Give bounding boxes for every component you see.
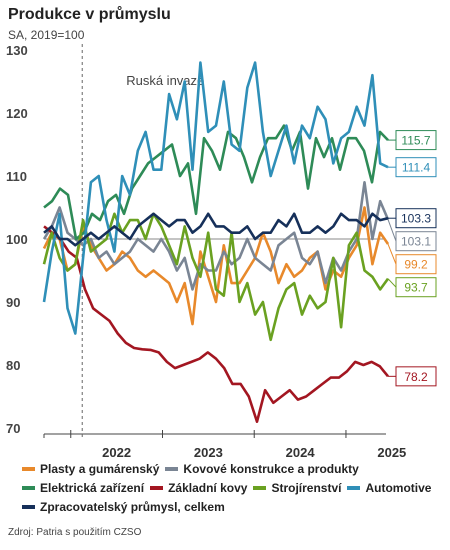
end-label-box	[395, 366, 437, 387]
x-tick-label: 2023	[194, 445, 223, 460]
y-tick-label: 120	[6, 106, 28, 121]
legend-label: Automotive	[365, 481, 432, 495]
source-note: Zdroj: Patria s použitím CZSO	[8, 527, 142, 538]
legend-item: Plasty a gumárenský	[22, 460, 159, 479]
legend-label: Plasty a gumárenský	[40, 462, 160, 476]
legend-item: Automotive	[347, 479, 431, 498]
event-annotation: Ruská invaze	[126, 73, 204, 88]
end-label-box	[395, 208, 437, 229]
legend-label: Základní kovy	[168, 481, 248, 495]
series-line-automotive	[42, 61, 389, 335]
end-label-box	[395, 130, 437, 151]
y-tick-label: 130	[6, 43, 28, 58]
end-label-box	[395, 277, 437, 298]
legend-swatch	[165, 466, 179, 471]
end-label-box	[395, 254, 437, 275]
y-tick-label: 80	[6, 358, 20, 373]
chart-subtitle: SA, 2019=100	[8, 28, 85, 42]
end-label-box	[395, 157, 437, 178]
x-tick-label: 2022	[102, 445, 131, 460]
y-tick-label: 90	[6, 295, 20, 310]
legend-label: Elektrická zařízení	[40, 481, 145, 495]
legend-swatch	[150, 485, 164, 490]
legend-swatch	[22, 504, 35, 509]
end-label-leader	[387, 243, 397, 265]
y-tick-label: 100	[6, 232, 28, 247]
legend-item: Zpracovatelský průmysl, celkem	[22, 498, 225, 517]
end-label-leader	[387, 219, 397, 242]
end-label-value: 103.1	[401, 235, 431, 249]
legend-item: Základní kovy	[150, 479, 247, 498]
chart-title: Produkce v průmyslu	[8, 6, 171, 23]
line-chart: 70 80 90 100 110 120 130 2022 2023 2024 2025 Ruská …	[6, 43, 437, 460]
legend-swatch	[22, 466, 35, 471]
legend-label: Strojírenství	[271, 481, 342, 495]
end-label-leader	[387, 278, 397, 288]
legend-item: Elektrická zařízení	[22, 479, 144, 498]
legend-swatch	[253, 485, 267, 490]
series-line-stroj-renstv-	[42, 212, 390, 342]
end-label-value: 93.7	[404, 281, 428, 295]
legend-label: Kovové konstrukce a produkty	[183, 462, 359, 476]
legend-item: Kovové konstrukce a produkty	[165, 460, 359, 479]
y-tick-label: 110	[6, 169, 27, 184]
y-tick-label: 70	[6, 421, 20, 436]
x-tick-label: 2024	[286, 445, 316, 460]
end-label-value: 103.3	[401, 212, 431, 226]
end-label-value: 115.7	[401, 134, 430, 148]
series-line-zpracovatelsk-pr-mysl-celkem	[43, 212, 389, 247]
legend-swatch	[347, 485, 361, 490]
end-label-value: 111.4	[402, 161, 431, 175]
end-label-box	[395, 231, 437, 252]
series-line-z-kladn-kovy	[43, 225, 390, 424]
end-label-value: 99.2	[404, 258, 428, 272]
legend-item: Strojírenství	[253, 479, 341, 498]
legend-swatch	[22, 485, 35, 490]
legend-label: Zpracovatelský průmysl, celkem	[40, 500, 225, 514]
x-tick-label: 2025	[377, 445, 406, 460]
end-label-value: 78.2	[404, 370, 428, 384]
chart-legend: Plasty a gumárenský Kovové konstrukce a p…	[22, 460, 442, 517]
